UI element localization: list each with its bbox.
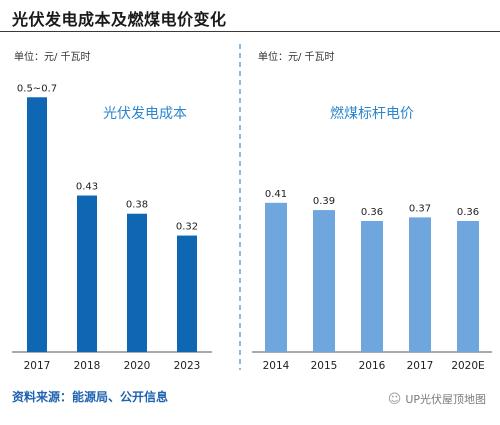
title-divider: [0, 31, 500, 32]
coal-data-label: 0.41: [265, 189, 287, 200]
wechat-icon: ☺: [387, 391, 402, 407]
coal-bar: [409, 217, 431, 352]
coal-series-title: 燃煤标杆电价: [330, 105, 414, 122]
pv-bar: [27, 97, 47, 353]
coal-bar: [313, 210, 335, 352]
watermark: ☺ UP光伏屋顶地图: [388, 391, 486, 407]
coal-tick-label: 2015: [311, 360, 338, 372]
watermark-text: UP光伏屋顶地图: [405, 393, 486, 406]
pv-tick-label: 2018: [74, 360, 101, 372]
pv-bar: [127, 213, 147, 352]
pv-data-label: 0.5~0.7: [17, 83, 57, 94]
source-note: 资料来源：能源局、公开信息: [12, 390, 169, 404]
page-title: 光伏发电成本及燃煤电价变化: [12, 10, 227, 29]
coal-bar: [457, 221, 479, 352]
pv-tick-label: 2017: [24, 360, 51, 372]
coal-data-label: 0.36: [457, 207, 479, 218]
coal-bar: [361, 221, 383, 352]
pv-unit-label: 单位：元/ 千瓦时: [14, 50, 91, 63]
coal-tick-label: 2020E: [451, 360, 484, 372]
pv-data-label: 0.43: [76, 182, 98, 193]
coal-tick-label: 2014: [263, 360, 290, 372]
coal-tick-label: 2017: [407, 360, 434, 372]
pv-data-label: 0.32: [176, 222, 198, 233]
pv-bar: [177, 235, 197, 352]
coal-data-label: 0.36: [361, 207, 383, 218]
coal-unit-label: 单位：元/ 千瓦时: [258, 50, 335, 63]
pv-tick-label: 2020: [124, 360, 151, 372]
pv-bar: [77, 195, 97, 352]
coal-tick-label: 2016: [359, 360, 386, 372]
pv-data-label: 0.38: [126, 200, 148, 211]
coal-bar: [265, 202, 287, 352]
coal-data-label: 0.37: [409, 203, 431, 214]
pv-tick-label: 2023: [174, 360, 201, 372]
coal-data-label: 0.39: [313, 196, 335, 207]
pv-series-title: 光伏发电成本: [103, 106, 187, 122]
